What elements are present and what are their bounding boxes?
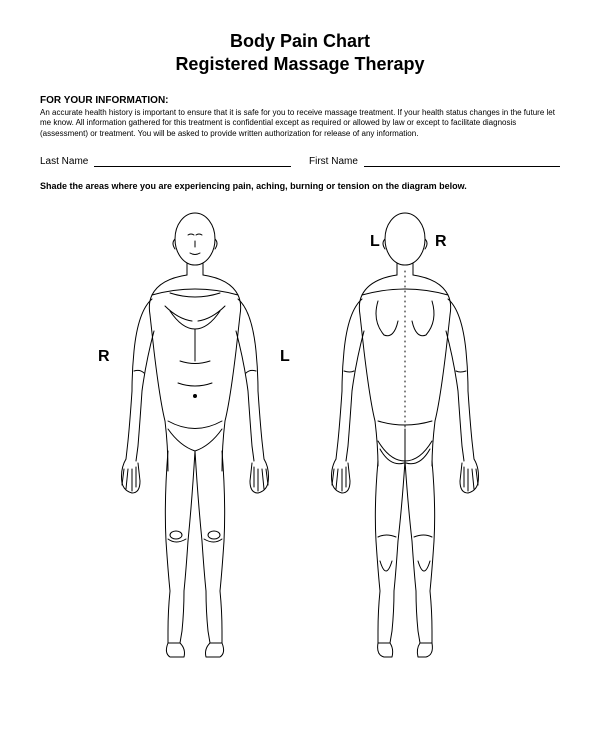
back-figure bbox=[332, 213, 479, 657]
shade-instruction: Shade the areas where you are experienci… bbox=[40, 181, 560, 191]
first-name-input[interactable] bbox=[364, 153, 560, 167]
title-block: Body Pain Chart Registered Massage Thera… bbox=[40, 30, 560, 77]
first-name-label: First Name bbox=[309, 156, 358, 167]
last-name-field: Last Name bbox=[40, 153, 291, 167]
title-line-1: Body Pain Chart bbox=[40, 30, 560, 53]
name-row: Last Name First Name bbox=[40, 153, 560, 167]
last-name-label: Last Name bbox=[40, 156, 88, 167]
info-section-label: FOR YOUR INFORMATION: bbox=[40, 95, 560, 106]
front-left-label: L bbox=[280, 348, 290, 365]
back-right-label: R bbox=[435, 233, 447, 250]
anatomy-svg: R L L R bbox=[80, 201, 520, 661]
first-name-field: First Name bbox=[309, 153, 560, 167]
back-left-label: L bbox=[370, 233, 380, 250]
info-text: An accurate health history is important … bbox=[40, 108, 560, 139]
body-diagram: R L L R bbox=[40, 201, 560, 661]
front-figure bbox=[122, 213, 269, 657]
title-line-2: Registered Massage Therapy bbox=[40, 53, 560, 76]
last-name-input[interactable] bbox=[94, 153, 291, 167]
front-right-label: R bbox=[98, 348, 110, 365]
